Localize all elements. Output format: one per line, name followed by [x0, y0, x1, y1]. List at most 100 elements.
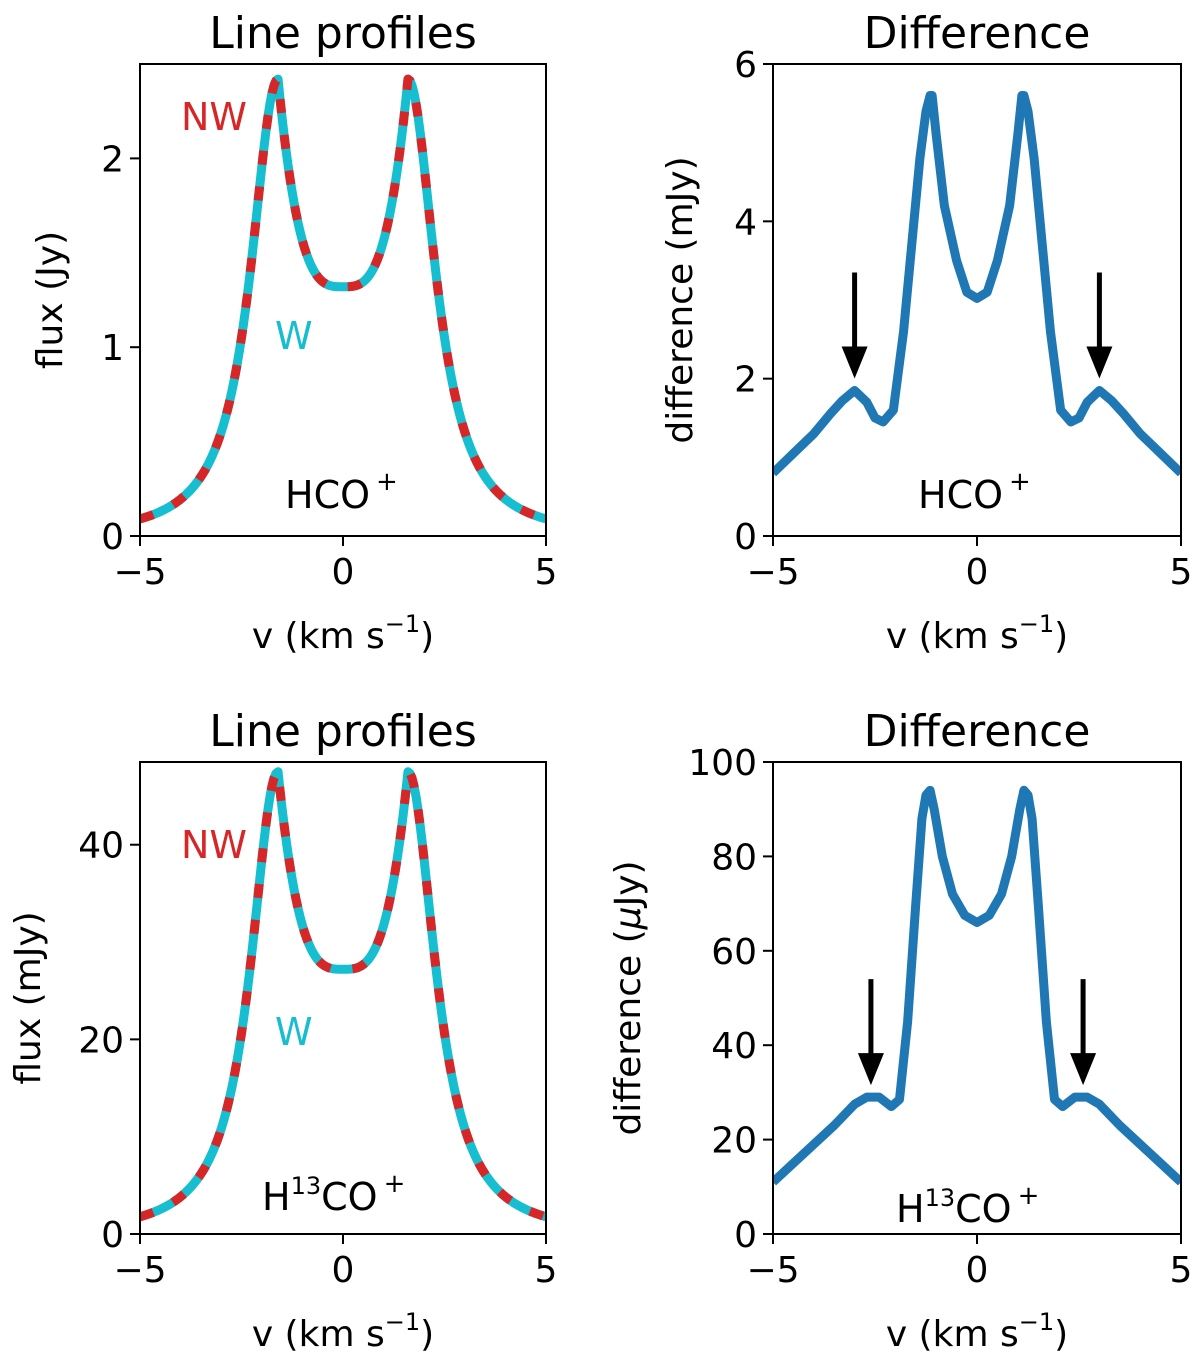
y-axis-label-tail: Jy)	[608, 860, 649, 908]
x-axis-label: v (km s−1)	[252, 1308, 434, 1355]
arrow-head	[841, 346, 868, 379]
panel-title: Line profiles	[209, 8, 477, 59]
plot-frame	[772, 761, 1182, 1235]
arrow-group	[857, 979, 1097, 1086]
y-axis-label: flux (mJy)	[8, 911, 49, 1084]
panel-title: Difference	[864, 8, 1091, 59]
y-tick-label: 60	[711, 932, 757, 973]
y-tick-label: 40	[711, 1026, 757, 1067]
x-axis-label: v (km s−1)	[252, 610, 434, 657]
arrow-head	[1070, 1053, 1097, 1086]
y-tick-label: 0	[101, 1215, 124, 1256]
series-group	[140, 767, 546, 1222]
y-tick-label: 100	[688, 743, 757, 784]
y-tick-label: 0	[734, 517, 757, 558]
series-label-w: W	[275, 1010, 313, 1054]
y-tick-label: 20	[78, 1020, 124, 1061]
y-tick-label: 80	[711, 837, 757, 878]
x-tick-label: −5	[746, 1250, 799, 1291]
y-axis-label: difference (μJy)	[608, 860, 649, 1135]
arrow-head	[857, 1053, 884, 1086]
species-label: H13CO +	[262, 1169, 405, 1219]
species-label: HCO +	[918, 467, 1031, 517]
x-tick-label: −5	[113, 1250, 166, 1291]
species-label-base: CO	[321, 1175, 377, 1219]
series-label-nw: NW	[181, 823, 247, 867]
species-label-sup: 13	[925, 1184, 956, 1212]
plot-frame	[139, 761, 547, 1235]
x-tick-label: 0	[966, 1250, 989, 1291]
species-label-sup: 13	[291, 1172, 322, 1200]
panel-title: Line profiles	[209, 706, 477, 757]
species-label: H13CO +	[896, 1181, 1039, 1231]
plot-frame	[139, 63, 547, 537]
y-tick-label: 20	[711, 1121, 757, 1162]
y-axis-label-main: difference (	[608, 929, 649, 1135]
series-label-nw: NW	[181, 95, 247, 139]
y-tick-label: 1	[101, 328, 124, 369]
species-label-base: CO	[955, 1187, 1011, 1231]
x-axis-label-tail: )	[1054, 616, 1068, 657]
x-axis-label-main: v (km s	[252, 616, 385, 657]
x-tick-label: 5	[535, 552, 558, 593]
x-axis-label-main: v (km s	[252, 1314, 385, 1355]
plot-frame	[772, 63, 1182, 537]
series-line-difference	[773, 785, 1181, 1186]
x-tick-label: 0	[332, 552, 355, 593]
x-axis-label: v (km s−1)	[886, 1308, 1068, 1355]
species-label-pre: H	[262, 1175, 291, 1219]
y-axis-label: flux (Jy)	[30, 231, 71, 369]
series-line-difference	[773, 90, 1181, 477]
x-axis-label-exp: −1	[1019, 610, 1054, 638]
series-line-w	[140, 74, 546, 524]
x-axis-label-exp: −1	[385, 1308, 420, 1336]
x-tick-label: 0	[332, 1250, 355, 1291]
x-tick-label: 5	[535, 1250, 558, 1291]
series-group	[773, 90, 1181, 477]
x-axis-label-main: v (km s	[886, 1314, 1019, 1355]
series-group	[140, 74, 546, 524]
series-label-w: W	[275, 314, 313, 358]
series-group	[773, 785, 1181, 1186]
y-tick-label: 6	[734, 45, 757, 86]
arrow-group	[841, 272, 1113, 379]
x-tick-label: 5	[1170, 552, 1193, 593]
species-label-charge: +	[1009, 467, 1031, 497]
species-label-base: HCO	[285, 473, 370, 517]
y-tick-label: 2	[101, 139, 124, 180]
species-label-base: HCO	[918, 473, 1003, 517]
y-tick-label: 0	[734, 1215, 757, 1256]
species-label-charge: +	[384, 1169, 406, 1199]
x-axis-label-exp: −1	[385, 610, 420, 638]
x-axis-label-tail: )	[1054, 1314, 1068, 1355]
arrow-head	[1086, 346, 1113, 379]
species-label-charge: +	[376, 467, 398, 497]
y-tick-label: 4	[734, 202, 757, 243]
species-label-pre: H	[896, 1187, 925, 1231]
x-axis-label: v (km s−1)	[886, 610, 1068, 657]
x-axis-label-exp: −1	[1019, 1308, 1054, 1336]
x-tick-label: 0	[966, 552, 989, 593]
species-label-charge: +	[1018, 1181, 1040, 1211]
y-tick-label: 0	[101, 517, 124, 558]
species-label: HCO +	[285, 467, 398, 517]
x-tick-label: 5	[1170, 1250, 1193, 1291]
series-line-nw	[140, 74, 546, 524]
series-line-w	[140, 767, 546, 1222]
y-tick-label: 40	[78, 826, 124, 867]
x-axis-label-main: v (km s	[886, 616, 1019, 657]
x-tick-label: −5	[746, 552, 799, 593]
x-axis-label-tail: )	[420, 1314, 434, 1355]
panel-title: Difference	[864, 706, 1091, 757]
x-axis-label-tail: )	[420, 616, 434, 657]
y-tick-label: 2	[734, 360, 757, 401]
